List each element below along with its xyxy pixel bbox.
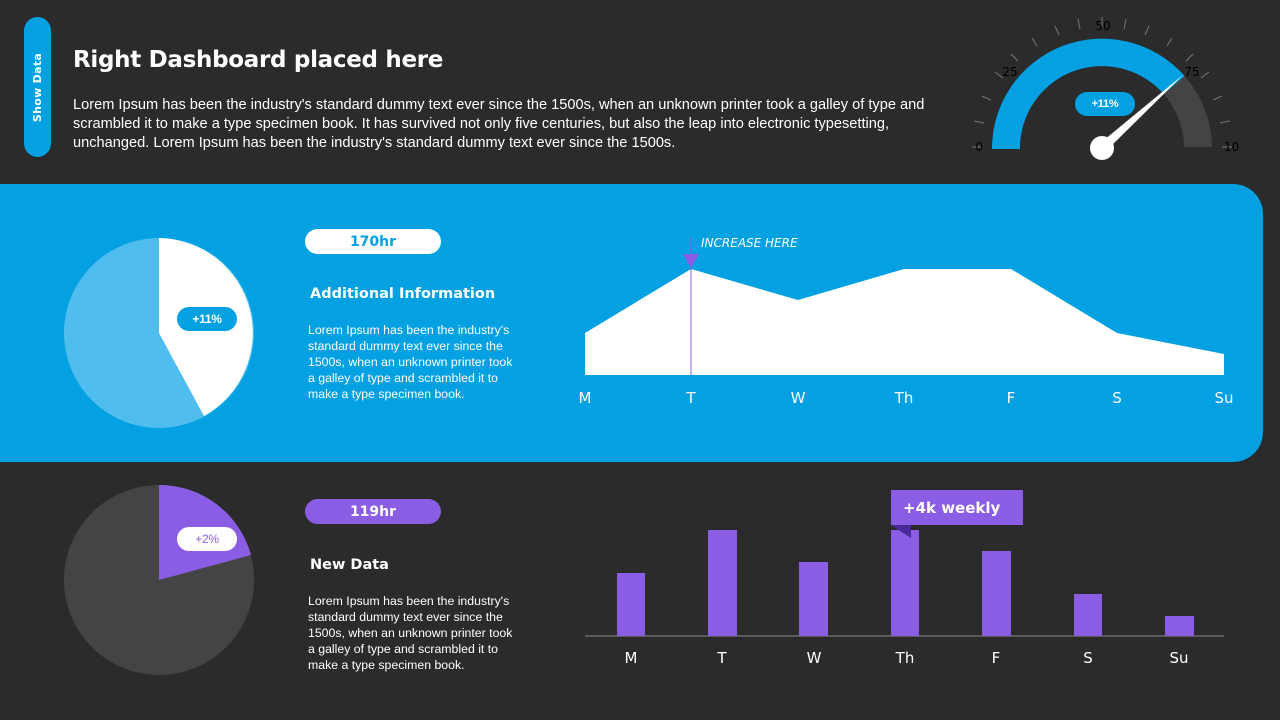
svg-text:T: T bbox=[716, 649, 727, 667]
svg-text:S: S bbox=[1083, 649, 1093, 667]
svg-text:Th: Th bbox=[895, 649, 915, 667]
gauge-chart: 0 25 50 75 100 bbox=[970, 14, 1247, 174]
bar-chart: M T W Th F S Su bbox=[585, 525, 1224, 667]
gauge-badge: +11% bbox=[1075, 92, 1135, 116]
svg-text:75: 75 bbox=[1184, 65, 1199, 79]
show-data-tab[interactable]: Show Data bbox=[24, 17, 51, 157]
section-body-additional: Lorem Ipsum has been the industry's stan… bbox=[308, 323, 513, 401]
weekly-callout: +4k weekly bbox=[891, 490, 1023, 525]
hours-badge-119: 119hr bbox=[305, 499, 441, 524]
pie-badge-additional: +11% bbox=[177, 307, 237, 331]
svg-text:25: 25 bbox=[1002, 65, 1017, 79]
pie-chart-additional bbox=[62, 236, 256, 430]
show-data-label: Show Data bbox=[31, 52, 44, 122]
pie-badge-new-data: +2% bbox=[177, 527, 237, 551]
svg-text:0: 0 bbox=[975, 140, 983, 154]
pie-chart-new-data bbox=[62, 483, 256, 677]
svg-text:W: W bbox=[807, 649, 822, 667]
svg-text:100: 100 bbox=[1224, 140, 1240, 154]
svg-text:Su: Su bbox=[1169, 649, 1188, 667]
svg-text:50: 50 bbox=[1095, 19, 1110, 33]
gauge-fill bbox=[991, 38, 1185, 149]
section-title-new-data: New Data bbox=[310, 557, 389, 573]
section-title-additional: Additional Information bbox=[310, 286, 496, 302]
page-title: Right Dashboard placed here bbox=[73, 47, 444, 73]
intro-text: Lorem Ipsum has been the industry's stan… bbox=[73, 97, 925, 151]
gauge-needle bbox=[1098, 74, 1184, 151]
section-body-new-data: Lorem Ipsum has been the industry's stan… bbox=[308, 594, 513, 672]
hours-badge-170: 170hr bbox=[305, 229, 441, 254]
gauge-track bbox=[1163, 76, 1212, 147]
svg-text:F: F bbox=[992, 649, 1001, 667]
svg-text:M: M bbox=[625, 649, 638, 667]
